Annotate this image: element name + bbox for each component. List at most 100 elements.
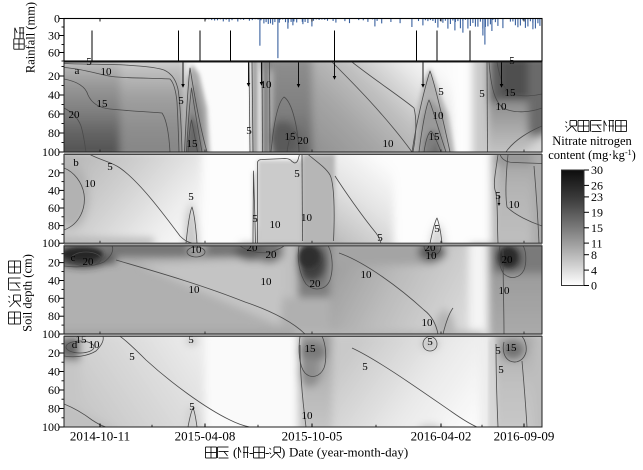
svg-text:Nitrate nitrogen: Nitrate nitrogen <box>552 134 632 148</box>
svg-text:15: 15 <box>285 131 297 143</box>
svg-text:80: 80 <box>48 126 60 140</box>
svg-text:b: b <box>73 157 79 169</box>
svg-text:100: 100 <box>42 327 60 341</box>
svg-text:2016-04-02: 2016-04-02 <box>411 429 472 444</box>
svg-text:60: 60 <box>48 107 60 121</box>
svg-text:10: 10 <box>261 276 273 288</box>
svg-text:5: 5 <box>188 334 194 346</box>
svg-text:15: 15 <box>429 131 441 143</box>
svg-text:(: ( <box>233 445 237 460</box>
svg-text:Soil depth (cm): Soil depth (cm) <box>21 254 35 332</box>
svg-text:20: 20 <box>48 166 60 180</box>
svg-text:d: d <box>72 339 78 351</box>
svg-text:5: 5 <box>294 168 300 180</box>
svg-text:a: a <box>75 65 80 77</box>
svg-text:10: 10 <box>509 199 521 211</box>
svg-text:20: 20 <box>48 69 60 83</box>
svg-text:5: 5 <box>434 223 440 235</box>
svg-text:10: 10 <box>433 110 445 122</box>
svg-text:30: 30 <box>591 163 603 177</box>
svg-text:40: 40 <box>48 88 60 102</box>
svg-text:0: 0 <box>54 12 60 26</box>
svg-text:15: 15 <box>591 221 603 235</box>
svg-text:2015-10-05: 2015-10-05 <box>282 429 343 444</box>
svg-text:20: 20 <box>83 256 95 268</box>
svg-text:40: 40 <box>48 365 60 379</box>
svg-text:60: 60 <box>48 46 60 60</box>
svg-text:Date (year-month-day): Date (year-month-day) <box>289 445 408 460</box>
svg-text:c: c <box>71 252 76 264</box>
svg-text:30: 30 <box>48 29 60 43</box>
svg-text:5: 5 <box>252 213 258 225</box>
svg-text:60: 60 <box>48 201 60 215</box>
svg-text:5: 5 <box>189 401 195 413</box>
svg-text:10: 10 <box>101 66 113 78</box>
svg-text:0: 0 <box>591 279 597 293</box>
svg-text:2014-10-11: 2014-10-11 <box>70 429 130 444</box>
svg-text:5: 5 <box>479 88 485 100</box>
svg-text:15: 15 <box>76 334 88 346</box>
svg-text:5: 5 <box>377 232 383 244</box>
svg-text:100: 100 <box>42 420 60 434</box>
svg-text:Rainfall (mm): Rainfall (mm) <box>24 2 38 73</box>
svg-text:26: 26 <box>591 179 603 193</box>
svg-text:15: 15 <box>305 343 317 355</box>
svg-text:20: 20 <box>502 254 514 266</box>
svg-text:5: 5 <box>246 125 252 137</box>
svg-text:100: 100 <box>42 145 60 159</box>
svg-text:100: 100 <box>42 236 60 250</box>
svg-text:15: 15 <box>187 138 199 150</box>
svg-text:5: 5 <box>129 351 135 363</box>
svg-text:60: 60 <box>48 291 60 305</box>
svg-text:5: 5 <box>495 190 501 202</box>
svg-text:5: 5 <box>438 86 444 98</box>
svg-text:5: 5 <box>107 161 113 173</box>
svg-text:5: 5 <box>498 364 504 376</box>
svg-text:10: 10 <box>301 212 313 224</box>
svg-text:15: 15 <box>505 87 517 99</box>
svg-text:20: 20 <box>310 278 322 290</box>
svg-text:10: 10 <box>383 138 395 150</box>
svg-text:5: 5 <box>178 95 184 107</box>
svg-text:20: 20 <box>247 242 259 254</box>
svg-text:20: 20 <box>48 256 60 270</box>
svg-text:23: 23 <box>591 190 603 204</box>
svg-text:2016-09-09: 2016-09-09 <box>494 429 555 444</box>
svg-text:60: 60 <box>48 383 60 397</box>
svg-text:10: 10 <box>270 219 282 231</box>
svg-text:10: 10 <box>89 339 101 351</box>
svg-text:10: 10 <box>302 410 314 422</box>
svg-text:10: 10 <box>422 317 434 329</box>
svg-text:20: 20 <box>69 109 81 121</box>
svg-text:5: 5 <box>509 55 515 67</box>
svg-text:10: 10 <box>499 285 511 297</box>
svg-text:10: 10 <box>189 284 201 296</box>
svg-text:11: 11 <box>591 236 603 250</box>
svg-text:5: 5 <box>427 336 433 348</box>
svg-text:80: 80 <box>48 402 60 416</box>
svg-text:20: 20 <box>425 242 437 254</box>
svg-text:10: 10 <box>361 269 373 281</box>
svg-text:4: 4 <box>591 263 597 277</box>
svg-text:5: 5 <box>188 191 194 203</box>
svg-text:40: 40 <box>48 273 60 287</box>
svg-text:40: 40 <box>48 183 60 197</box>
svg-text:10: 10 <box>191 244 203 256</box>
svg-text:20: 20 <box>298 135 310 147</box>
svg-text:8: 8 <box>591 248 597 262</box>
svg-text:5: 5 <box>362 361 368 373</box>
svg-text:5: 5 <box>495 345 501 357</box>
svg-text:10: 10 <box>261 79 273 91</box>
svg-text:15: 15 <box>506 342 518 354</box>
svg-text:19: 19 <box>591 206 603 220</box>
svg-text:10: 10 <box>426 250 438 262</box>
svg-text:15: 15 <box>97 98 109 110</box>
svg-text:-: - <box>249 445 253 460</box>
svg-text:10: 10 <box>85 178 97 190</box>
svg-text:20: 20 <box>266 249 278 261</box>
svg-text:content (mg·kg-1): content (mg·kg-1) <box>548 148 636 163</box>
svg-text:20: 20 <box>48 346 60 360</box>
svg-text:): ) <box>281 445 285 460</box>
svg-text:2015-04-08: 2015-04-08 <box>175 429 236 444</box>
svg-text:80: 80 <box>48 309 60 323</box>
